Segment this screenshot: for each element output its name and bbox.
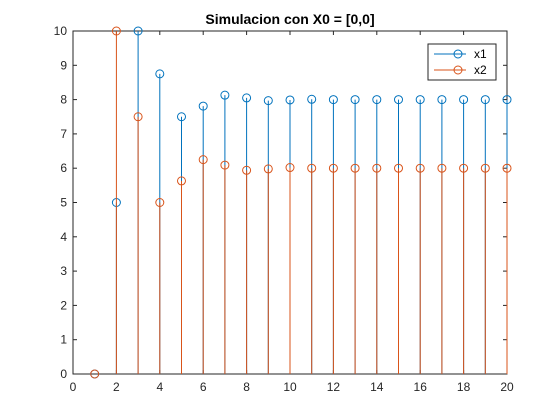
x-tick-label-16: 16 <box>414 380 428 394</box>
stem-series <box>90 26 512 379</box>
stem-marker-x1-18 <box>459 95 469 105</box>
legend-marker-x2 <box>453 65 463 75</box>
stem-marker-x1-16 <box>415 95 425 105</box>
x-tick-label-20: 20 <box>500 380 514 394</box>
y-tick-label-6: 6 <box>60 161 67 175</box>
stem-marker-x1-13 <box>350 95 360 105</box>
stem-marker-x2-2 <box>111 26 121 36</box>
stem-marker-x2-16 <box>415 163 425 173</box>
chart-title: Simulacion con X0 = [0,0] <box>205 11 374 27</box>
legend-label-x2: x2 <box>474 63 487 77</box>
stem-marker-x2-20 <box>502 163 512 173</box>
y-tick-label-2: 2 <box>60 298 67 312</box>
stem-marker-x1-7 <box>220 90 230 100</box>
stem-marker-x2-7 <box>220 160 230 170</box>
stem-marker-x1-4 <box>155 69 165 79</box>
x-tick-label-4: 4 <box>156 380 163 394</box>
x-tick-label-8: 8 <box>243 380 250 394</box>
stem-marker-x1-10 <box>285 95 295 105</box>
stem-marker-x1-19 <box>480 95 490 105</box>
x-tick-label-12: 12 <box>327 380 341 394</box>
x-tick-label-2: 2 <box>113 380 120 394</box>
stem-marker-x2-17 <box>437 163 447 173</box>
stem-marker-x2-15 <box>394 163 403 173</box>
stem-marker-x1-3 <box>133 26 143 36</box>
stem-marker-x1-11 <box>307 94 317 104</box>
stem-marker-x2-18 <box>459 163 469 173</box>
stem-marker-x2-8 <box>242 165 252 175</box>
stem-marker-x2-1 <box>90 369 100 379</box>
y-tick-label-10: 10 <box>54 24 68 38</box>
stem-marker-x2-9 <box>263 164 273 174</box>
x-tick-label-14: 14 <box>370 380 384 394</box>
y-tick-label-3: 3 <box>60 264 67 278</box>
stem-marker-x2-10 <box>285 163 295 173</box>
y-tick-label-7: 7 <box>60 127 67 141</box>
stem-marker-x1-15 <box>394 95 403 105</box>
x-tick-label-0: 0 <box>70 380 77 394</box>
stem-marker-x2-6 <box>198 155 208 165</box>
stem-marker-x2-19 <box>480 163 490 173</box>
x-tick-label-10: 10 <box>283 380 297 394</box>
stem-marker-x2-14 <box>372 163 382 173</box>
y-tick-label-5: 5 <box>60 196 67 210</box>
y-tick-label-9: 9 <box>60 58 67 72</box>
stem-marker-x2-3 <box>133 112 143 122</box>
stem-marker-x1-5 <box>177 112 186 122</box>
stem-marker-x1-17 <box>437 95 447 105</box>
stem-marker-x1-6 <box>198 101 208 111</box>
stem-marker-x2-12 <box>328 163 338 173</box>
stem-marker-x2-13 <box>350 163 360 173</box>
stem-marker-x1-14 <box>372 95 382 105</box>
legend-label-x1: x1 <box>474 47 487 61</box>
x-tick-label-18: 18 <box>457 380 471 394</box>
y-tick-label-1: 1 <box>60 333 67 347</box>
stem-marker-x1-20 <box>502 95 512 105</box>
legend-marker-x1 <box>453 49 463 59</box>
y-tick-label-4: 4 <box>60 230 67 244</box>
x-tick-label-6: 6 <box>200 380 207 394</box>
stem-marker-x2-5 <box>177 176 186 186</box>
legend-box <box>427 43 497 81</box>
stem-marker-x2-4 <box>155 198 165 207</box>
stem-marker-x1-9 <box>263 96 273 106</box>
stem-marker-x1-8 <box>242 93 252 103</box>
stem-marker-x2-11 <box>307 163 317 173</box>
y-tick-label-0: 0 <box>60 367 67 381</box>
stem-marker-x1-12 <box>328 95 338 105</box>
y-tick-label-8: 8 <box>60 93 67 107</box>
